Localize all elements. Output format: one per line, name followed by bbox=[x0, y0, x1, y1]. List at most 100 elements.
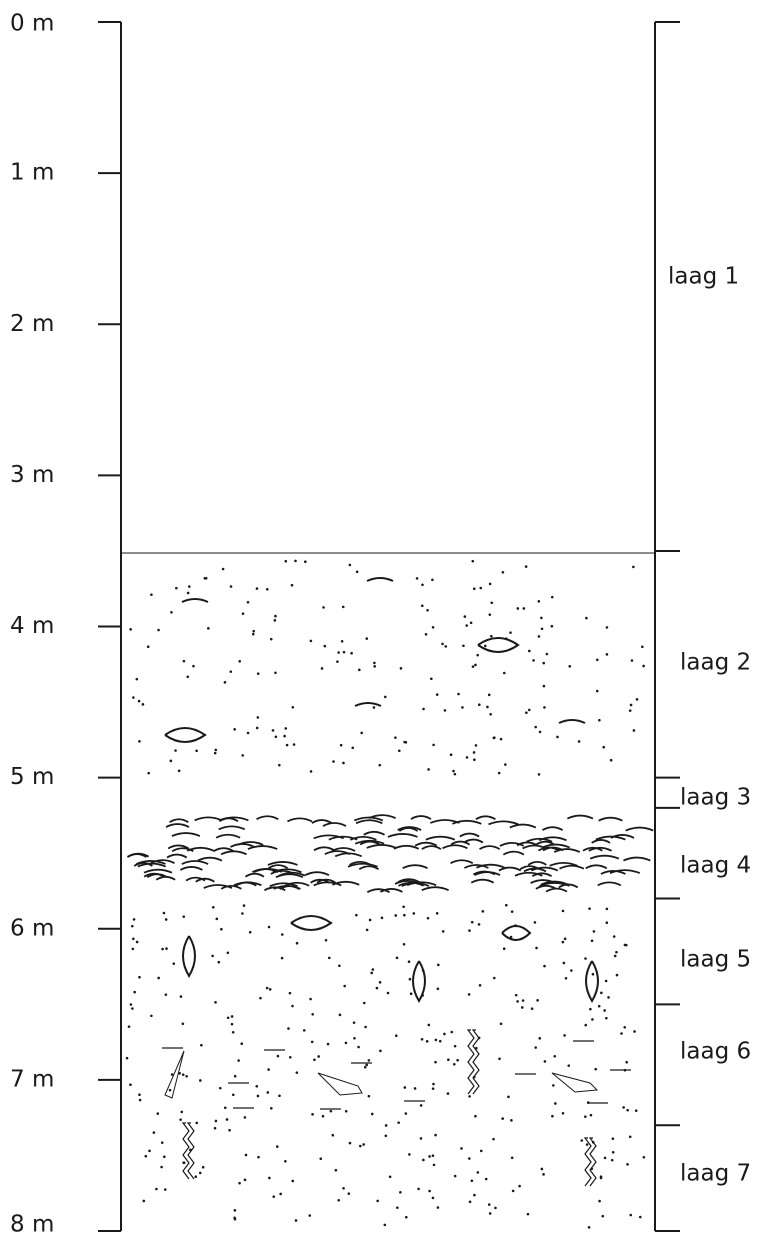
shell-arc bbox=[256, 815, 279, 821]
shell-arc bbox=[275, 873, 304, 879]
sediment-dot bbox=[274, 735, 278, 739]
sediment-dot bbox=[182, 915, 186, 918]
sediment-dot bbox=[505, 903, 508, 907]
sediment-dot bbox=[629, 703, 633, 707]
sediment-dot bbox=[468, 929, 471, 932]
sediment-dot bbox=[388, 1175, 392, 1179]
sediment-dot bbox=[453, 772, 457, 776]
sediment-dot bbox=[309, 770, 313, 773]
sediment-dot bbox=[132, 918, 136, 921]
sediment-dot bbox=[233, 1074, 237, 1078]
sediment-dot bbox=[597, 1004, 601, 1008]
sediment-dot bbox=[295, 941, 299, 945]
sediment-dot bbox=[211, 954, 214, 958]
sediment-dot bbox=[285, 743, 289, 747]
sediment-dot bbox=[492, 976, 496, 980]
sediment-dot bbox=[604, 979, 608, 983]
sediment-dot bbox=[474, 1114, 477, 1118]
sediment-dot bbox=[295, 1071, 299, 1074]
shell-arc bbox=[430, 819, 460, 824]
sediment-dot bbox=[630, 659, 634, 662]
sediment-dot bbox=[396, 1206, 399, 1209]
sediment-dot bbox=[160, 1165, 163, 1169]
sediment-dot bbox=[514, 993, 518, 997]
sediment-dot bbox=[553, 1054, 557, 1058]
sediment-dot bbox=[352, 1021, 356, 1024]
sediment-dot bbox=[563, 937, 567, 941]
sediment-dot bbox=[378, 763, 382, 767]
sediment-dot bbox=[279, 1192, 282, 1196]
sediment-dot bbox=[187, 585, 191, 588]
sediment-dot bbox=[337, 651, 340, 654]
sediment-dot bbox=[507, 1095, 510, 1099]
shell-arc bbox=[414, 841, 438, 847]
texture bbox=[125, 559, 654, 1229]
sediment-dot bbox=[355, 913, 358, 917]
sediment-dot bbox=[269, 637, 273, 641]
shell-arc bbox=[479, 845, 501, 850]
sediment-dot bbox=[434, 1133, 437, 1137]
shell-arc bbox=[610, 834, 635, 839]
sediment-dot bbox=[489, 712, 492, 716]
sediment-dot bbox=[133, 990, 136, 994]
sediment-dot bbox=[434, 1038, 438, 1042]
shell-arc bbox=[195, 877, 215, 883]
sediment-dot bbox=[220, 927, 223, 931]
root bbox=[588, 1137, 597, 1187]
sediment-dot bbox=[493, 736, 496, 739]
sediment-dot bbox=[605, 626, 609, 629]
shell-arc bbox=[366, 577, 394, 582]
shell-arc bbox=[313, 846, 335, 852]
sediment-dot bbox=[291, 705, 295, 709]
shell-arc bbox=[167, 844, 190, 850]
shell-arc bbox=[558, 719, 586, 724]
sediment-dot bbox=[488, 582, 492, 586]
root bbox=[583, 1137, 592, 1187]
sediment-dot bbox=[265, 986, 269, 990]
shell-arc bbox=[355, 819, 383, 825]
sediment-dot bbox=[563, 1034, 566, 1037]
shell-arc bbox=[166, 853, 188, 859]
sediment-dot bbox=[161, 947, 164, 951]
shell-arc bbox=[498, 866, 522, 872]
sediment-dot bbox=[163, 1155, 166, 1159]
sediment-dot bbox=[426, 608, 429, 612]
sediment-dot bbox=[403, 913, 406, 917]
shell-arc bbox=[540, 880, 569, 886]
sediment-dot bbox=[420, 604, 424, 608]
shell-arc bbox=[269, 882, 298, 888]
sediment-dot bbox=[453, 1174, 457, 1178]
layer-label: laag 5 bbox=[680, 947, 751, 973]
sediment-dot bbox=[255, 587, 259, 590]
shell-arc bbox=[527, 860, 547, 866]
sediment-dot bbox=[223, 1106, 227, 1110]
sediment-dot bbox=[487, 1203, 491, 1206]
shell-arc bbox=[181, 860, 209, 865]
sediment-dot bbox=[271, 729, 275, 732]
sediment-dot bbox=[456, 1058, 459, 1062]
sediment-dot bbox=[383, 1223, 387, 1227]
sediment-dot bbox=[613, 954, 617, 958]
sediment-dot bbox=[402, 942, 406, 946]
sediment-dot bbox=[470, 920, 474, 924]
sediment-dot bbox=[441, 642, 444, 646]
shell-arc bbox=[450, 859, 474, 865]
sediment-dot bbox=[255, 1084, 259, 1088]
shell-arc bbox=[499, 842, 525, 847]
sediment-dot bbox=[242, 904, 246, 907]
sediment-dot bbox=[484, 1177, 488, 1181]
sediment-dot bbox=[125, 1056, 129, 1060]
sediment-dot bbox=[561, 940, 565, 944]
sediment-dot bbox=[534, 1046, 537, 1049]
sediment-dot bbox=[435, 693, 439, 696]
shell-arc bbox=[397, 826, 422, 831]
sediment-dot bbox=[584, 1115, 587, 1118]
shell-arc bbox=[171, 847, 194, 853]
sediment-dot bbox=[399, 667, 403, 670]
shell-arc bbox=[203, 884, 233, 889]
shell-arc bbox=[450, 840, 471, 846]
depth-label: 2 m bbox=[10, 311, 54, 337]
lens bbox=[182, 935, 196, 978]
shell-arc bbox=[215, 833, 241, 839]
sediment-dot bbox=[170, 1073, 174, 1076]
